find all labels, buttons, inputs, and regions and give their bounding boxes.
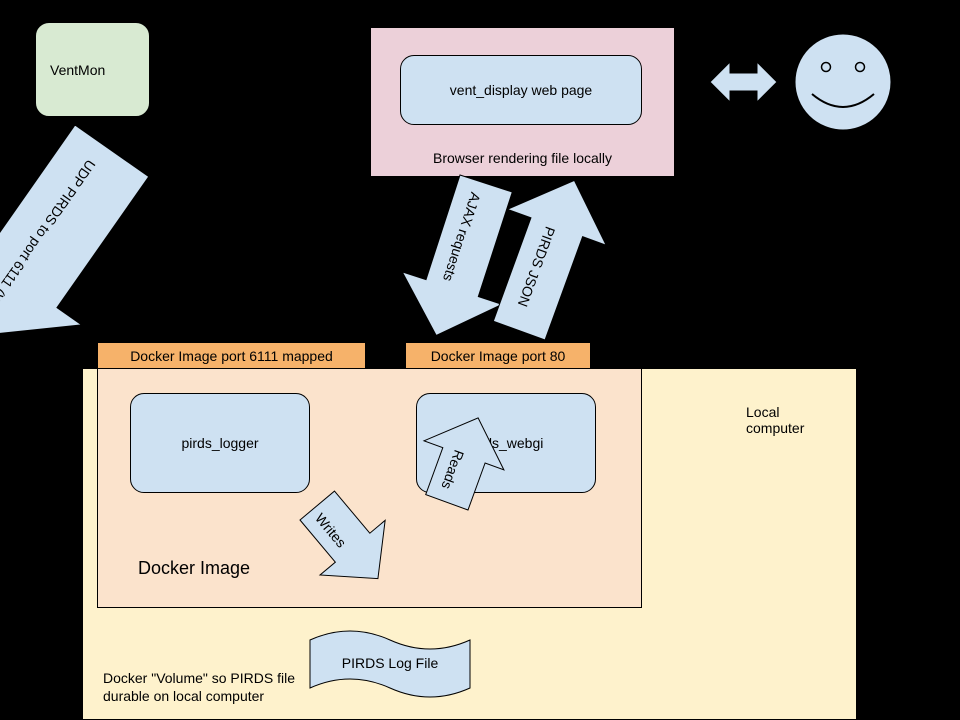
pirds-log-file-label: PIRDS Log File: [342, 655, 439, 671]
writes-arrow: Writes: [285, 478, 411, 605]
user-arrow: [710, 62, 777, 102]
smiley-face-icon: [795, 34, 891, 130]
reads-arrow: Reads: [407, 403, 518, 517]
pirds-log-file-node: PIRDS Log File: [310, 631, 470, 697]
udp-arrow: UDP PIRDS to port 6111 (WiFi): [0, 108, 173, 378]
